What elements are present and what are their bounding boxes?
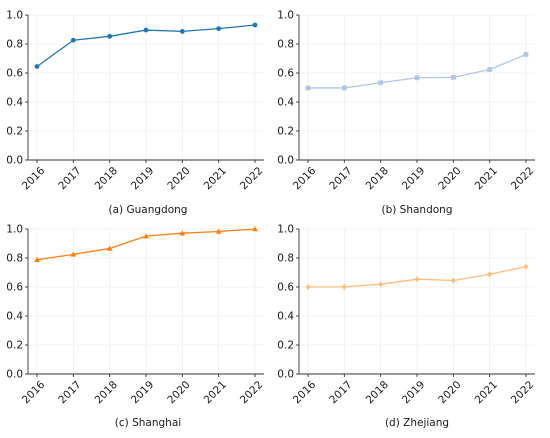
subplot-1: 0.0 0.2 0.4 0.6 0.8 1.0 2016 2017 2018 2019 2020 20… [6,10,265,216]
data-point [341,283,347,290]
x-tick-label: 2022 [238,379,265,406]
x-tick-label: 2019 [400,165,427,192]
x-tick-label: 2021 [473,165,500,192]
y-tick-label: 0.2 [277,126,294,138]
y-tick-label: 0.6 [6,282,23,294]
data-point [34,256,40,263]
data-point [414,276,420,283]
x-tick-label: 2022 [509,165,536,192]
x-tick-label: 2019 [129,165,156,192]
y-tick-label: 0.8 [277,39,294,51]
subplot-4: 0.0 0.2 0.4 0.6 0.8 1.0 2016 2017 2018 2019 2020 20… [277,224,536,429]
data-point [34,64,40,69]
x-tick-label: 2016 [20,379,48,407]
data-point [487,271,493,278]
data-point [252,226,258,232]
y-tick-label: 0.4 [277,97,294,109]
data-point [305,85,311,91]
data-point [70,37,76,43]
y-tick-label: 0.8 [6,253,23,265]
y-tick-label: 0.6 [6,68,23,80]
data-point [106,245,113,251]
x-tick-label: 2019 [400,379,427,406]
subplot-caption: (b) Shandong [381,204,452,216]
data-point [107,33,113,39]
data-point [487,67,493,72]
subplot-caption: (a) Guangdong [109,204,188,216]
data-point [215,228,222,234]
x-tick-label: 2016 [20,165,48,193]
y-tick-label: 0.2 [6,340,23,352]
x-tick-label: 2021 [202,379,229,406]
subplot-caption: (d) Zhejiang [385,417,449,429]
y-tick-label: 0.8 [277,253,294,265]
data-point [179,230,186,236]
data-point [523,52,529,57]
x-tick-label: 2016 [291,165,319,193]
y-tick-label: 0.0 [277,369,294,381]
data-point [143,27,149,33]
data-point [378,281,384,288]
x-tick-label: 2020 [165,165,192,192]
y-tick-label: 0.0 [6,369,23,381]
data-point [378,80,384,86]
x-tick-label: 2022 [238,165,265,192]
data-point [450,277,456,284]
x-tick-label: 2020 [436,379,463,406]
data-point [305,283,311,291]
x-tick-label: 2018 [364,165,391,192]
x-tick-label: 2017 [327,165,354,192]
x-tick-label: 2020 [436,165,463,192]
y-tick-label: 1.0 [277,224,294,236]
subplot-3: 0.0 0.2 0.4 0.6 0.8 1.0 2016 2017 2018 2019 2020 20… [6,224,265,429]
y-tick-label: 0.2 [6,126,23,138]
y-tick-label: 0.4 [277,311,294,323]
subplot-caption: (c) Shanghai [115,417,181,429]
data-point [252,22,258,28]
x-tick-label: 2021 [473,379,500,406]
y-tick-label: 0.6 [277,68,294,80]
y-tick-label: 1.0 [6,224,23,236]
subplot-2: 0.0 0.2 0.4 0.6 0.8 1.0 2016 2017 2018 2019 2020 20… [277,10,536,216]
y-tick-label: 0.0 [6,155,23,167]
x-tick-label: 2020 [165,379,192,406]
x-tick-label: 2017 [56,165,83,192]
data-point [523,263,529,270]
data-point [450,74,456,80]
y-tick-label: 0.2 [277,340,294,352]
x-tick-label: 2018 [364,379,391,406]
data-point [179,28,185,34]
data-point [341,85,347,91]
data-point [143,233,149,239]
data-point [216,26,222,32]
y-tick-label: 0.4 [6,311,23,323]
data-point [414,75,420,81]
data-point [70,251,77,257]
y-tick-label: 1.0 [277,10,294,22]
x-tick-label: 2021 [202,165,229,192]
y-tick-label: 0.6 [277,282,294,294]
y-tick-label: 0.0 [277,155,294,167]
x-tick-label: 2018 [93,379,120,406]
x-tick-label: 2022 [509,379,536,406]
x-tick-label: 2016 [291,379,319,407]
x-tick-label: 2019 [129,379,156,406]
x-tick-label: 2017 [56,379,83,406]
y-tick-label: 0.4 [6,97,23,109]
y-tick-label: 0.8 [6,39,23,51]
x-tick-label: 2018 [93,165,120,192]
x-tick-label: 2017 [327,379,354,406]
y-tick-label: 1.0 [6,10,23,22]
